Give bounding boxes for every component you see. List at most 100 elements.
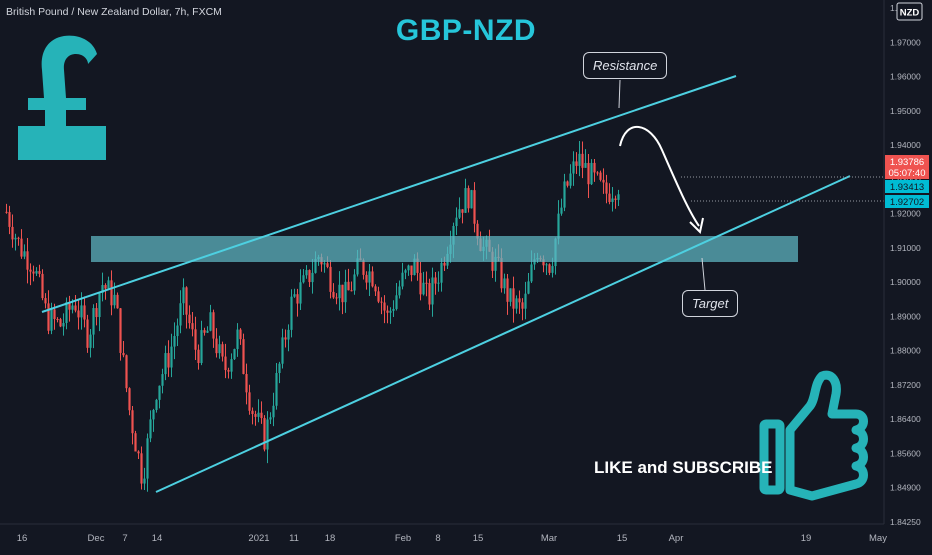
- support-trendline[interactable]: [155, 175, 851, 493]
- candle: [161, 368, 164, 394]
- candle: [131, 406, 134, 445]
- price-tick-label: 1.85600: [890, 448, 921, 458]
- time-tick-label: Apr: [669, 533, 684, 544]
- candle: [5, 203, 8, 214]
- candle: [215, 328, 218, 358]
- price-tick-label: 1.94000: [890, 140, 921, 150]
- candle: [575, 152, 578, 175]
- projection-arrow: [619, 126, 700, 227]
- price-axis[interactable]: 1.980001.970001.960001.950001.940001.930…: [883, 0, 921, 527]
- candle: [14, 233, 17, 251]
- candle: [587, 153, 590, 199]
- candle: [335, 293, 338, 305]
- candle: [56, 317, 59, 323]
- level-1-tag: 1.93413: [885, 180, 929, 193]
- candle: [392, 300, 395, 317]
- candle: [11, 214, 14, 248]
- candle: [617, 189, 620, 207]
- candle: [92, 304, 95, 349]
- candle: [227, 367, 230, 379]
- candle: [584, 149, 587, 168]
- resistance-callout-pointer: [618, 79, 621, 109]
- time-tick-label: 15: [473, 533, 484, 544]
- time-tick-label: 16: [17, 533, 28, 544]
- candle: [101, 272, 104, 302]
- last-price-tag: 1.93786 05:07:40: [885, 155, 929, 179]
- candle: [458, 197, 461, 219]
- time-tick-label: 2021: [248, 533, 269, 544]
- price-tick-label: 1.96000: [890, 72, 921, 82]
- candle: [74, 294, 77, 313]
- candle: [149, 410, 152, 443]
- candle: [590, 159, 593, 186]
- candle: [278, 361, 281, 384]
- time-tick-label: Mar: [541, 533, 557, 544]
- candle: [260, 401, 263, 424]
- candle: [404, 268, 407, 280]
- candle: [353, 269, 356, 295]
- candle: [125, 354, 128, 393]
- candle: [182, 278, 185, 316]
- candle: [146, 433, 149, 492]
- candle: [281, 328, 284, 369]
- resistance-callout[interactable]: Resistance: [583, 52, 668, 79]
- level-1-label: 1.93413: [890, 182, 924, 193]
- candle: [386, 305, 389, 324]
- candle: [26, 237, 29, 284]
- candle: [338, 271, 341, 311]
- time-tick-label: 14: [152, 533, 163, 544]
- candle: [524, 281, 527, 320]
- candle: [206, 326, 209, 334]
- price-tick-label: 1.92000: [890, 209, 921, 219]
- candle: [179, 290, 182, 334]
- candle: [209, 304, 212, 332]
- price-tick-label: 1.93000: [890, 174, 921, 184]
- candle: [512, 276, 515, 323]
- candle: [602, 168, 605, 194]
- candle: [176, 318, 179, 346]
- candle: [368, 263, 371, 296]
- candle: [257, 399, 260, 423]
- candle: [428, 278, 431, 310]
- time-tick-label: 15: [617, 533, 628, 544]
- candle: [605, 174, 608, 204]
- candle: [614, 195, 617, 209]
- candle: [425, 271, 428, 297]
- candle: [515, 295, 518, 314]
- candle: [248, 384, 251, 415]
- candle: [563, 173, 566, 212]
- candle: [77, 299, 80, 330]
- candle: [302, 269, 305, 284]
- candle: [572, 151, 575, 186]
- time-axis[interactable]: 16 Dec 7 14 2021 11 18 Feb 8 15 Mar 15 Apr 19 May: [0, 523, 887, 544]
- candle: [212, 309, 215, 348]
- candle: [269, 412, 272, 425]
- candle: [158, 385, 161, 409]
- candle: [401, 262, 404, 290]
- candle: [98, 291, 101, 332]
- candle: [254, 410, 257, 426]
- candle: [197, 344, 200, 370]
- candle: [383, 295, 386, 324]
- candle: [89, 329, 92, 358]
- price-tick-label: 1.86400: [890, 414, 921, 424]
- candle: [41, 269, 44, 301]
- target-callout[interactable]: Target: [682, 290, 739, 317]
- candle: [83, 296, 86, 328]
- candle: [569, 164, 572, 189]
- candle: [236, 323, 239, 357]
- resistance-trendline[interactable]: [41, 75, 737, 313]
- candle: [323, 260, 326, 273]
- candle: [434, 272, 437, 295]
- candle: [470, 189, 473, 209]
- currency-badge[interactable]: NZD: [896, 2, 923, 21]
- candle: [32, 265, 35, 282]
- candle: [473, 182, 476, 233]
- candle: [221, 341, 224, 362]
- candle: [173, 322, 176, 360]
- candle: [218, 335, 221, 359]
- chart-title: GBP-NZD: [395, 14, 537, 47]
- time-tick-label: 18: [325, 533, 336, 544]
